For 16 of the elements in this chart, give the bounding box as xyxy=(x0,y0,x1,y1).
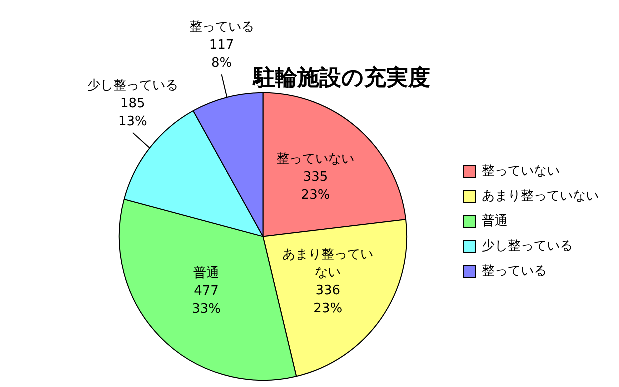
slice-label: 少し整っている xyxy=(87,78,178,94)
slice-label: 整っている xyxy=(189,20,254,35)
slice-label: 整っていない xyxy=(276,152,355,167)
data-label: 477 33% xyxy=(192,284,221,318)
legend-label: 普通 xyxy=(482,212,508,229)
data-label: 335 23% xyxy=(301,170,330,203)
text: 駐輪施設の充実度 xyxy=(252,64,430,91)
legend-label: 少し整っている xyxy=(482,238,573,254)
legend-label: あまり整っていない xyxy=(482,188,599,204)
data-label: 336 23% xyxy=(314,283,343,316)
legend-label: 整っていない xyxy=(482,164,560,179)
slice-label: あまり整っていない xyxy=(282,247,374,280)
data-label: 117 8% xyxy=(209,38,234,71)
legend-label: 整っている xyxy=(482,264,547,279)
slice-label: 普通 xyxy=(194,265,220,282)
data-label: 185 13% xyxy=(118,96,148,130)
